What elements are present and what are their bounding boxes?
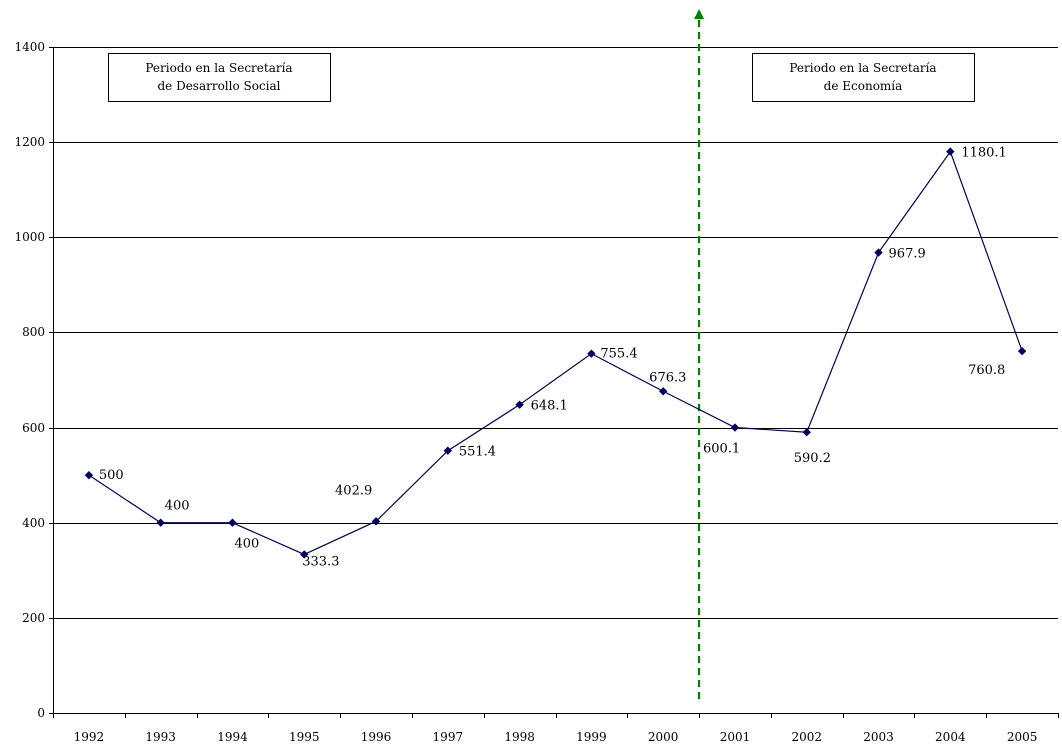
data-point-2003 [874,248,883,257]
data-label-2005: 760.8 [968,363,1005,378]
annotation-frame-1 [108,53,331,102]
data-point-1994 [228,518,237,527]
x-tick-label-1995: 1995 [289,730,320,744]
y-tick-label-400: 400 [22,516,45,530]
data-label-2002: 590.2 [794,451,831,466]
divider-arrow-head [694,9,705,19]
data-label-1992: 500 [99,468,124,483]
data-label-1997: 551.4 [459,445,496,460]
annotation-box-1: Periodo en la Secretaría de Desarrollo So… [108,53,331,102]
axes [49,47,1059,718]
period-divider [694,9,705,703]
data-label-1999: 755.4 [600,347,637,362]
data-point-1999 [587,349,596,358]
data-label-2000: 676.3 [649,370,686,385]
x-tick-label-2004: 2004 [935,730,966,744]
y-tick-label-800: 800 [22,325,45,339]
y-tick-label-1200: 1200 [14,135,45,149]
x-tick-label-2005: 2005 [1007,730,1038,744]
annotation-line-1-1: Periodo en la Secretaría [145,61,292,75]
data-point-2000 [658,387,668,396]
data-label-1996: 402.9 [335,483,372,498]
y-tick-label-0: 0 [37,706,45,720]
data-point-2005 [1017,346,1027,356]
gridlines [53,47,1058,619]
data-point-1993 [156,518,165,527]
annotation-line-2-1: Periodo en la Secretaría [789,61,936,75]
data-point-2004 [946,147,955,156]
y-tick-label-200: 200 [22,611,45,625]
y-tick-labels: 0 200 400 600 800 1000 1200 1400 [14,40,45,720]
x-tick-label-2000: 2000 [648,730,679,744]
data-point-1998 [515,400,524,409]
data-label-2001: 600.1 [703,442,740,457]
data-point-2001 [730,423,740,432]
x-tick-label-1996: 1996 [361,730,392,744]
data-label-2004: 1180.1 [961,146,1007,161]
data-label-1993: 400 [165,499,190,514]
y-tick-label-600: 600 [22,421,45,435]
annotations: Periodo en la Secretaría de Desarrollo So… [108,53,975,102]
series [84,147,1027,559]
data-label-1994: 400 [234,537,259,552]
data-label-1998: 648.1 [531,399,568,414]
data-point-1995 [300,550,309,559]
x-tick-labels: 1992 1993 1994 1995 1996 1997 1998 1999 2000 2001… [74,730,1038,744]
data-point-1997 [443,446,453,455]
x-tick-label-2001: 2001 [720,730,751,744]
x-tick-label-1997: 1997 [433,730,464,744]
annotation-line-2-2: de Economía [824,79,903,93]
x-tick-label-1992: 1992 [74,730,105,744]
x-tick-label-1998: 1998 [504,730,535,744]
annotation-frame-2 [752,53,975,102]
x-tick-label-2002: 2002 [791,730,822,744]
x-tick-label-1994: 1994 [217,730,248,744]
x-tick-label-2003: 2003 [863,730,894,744]
data-point-1992 [84,470,94,480]
x-tick-label-1999: 1999 [576,730,607,744]
data-point-2002 [802,428,811,437]
data-labels: 500 400 400 333.3 402.9 551.4 648.1 755.4 676.3 6… [99,146,1007,570]
annotation-line-1-2: de Desarrollo Social [157,79,280,93]
y-tick-label-1400: 1400 [14,40,45,54]
y-tick-label-1000: 1000 [14,230,45,244]
series-line-0 [88,150,1023,556]
annotation-box-2: Periodo en la Secretaría de Economía [752,53,975,102]
data-label-2003: 967.9 [889,247,926,262]
data-label-1995: 333.3 [302,554,339,569]
data-point-1996 [371,517,381,526]
x-tick-label-1993: 1993 [145,730,176,744]
